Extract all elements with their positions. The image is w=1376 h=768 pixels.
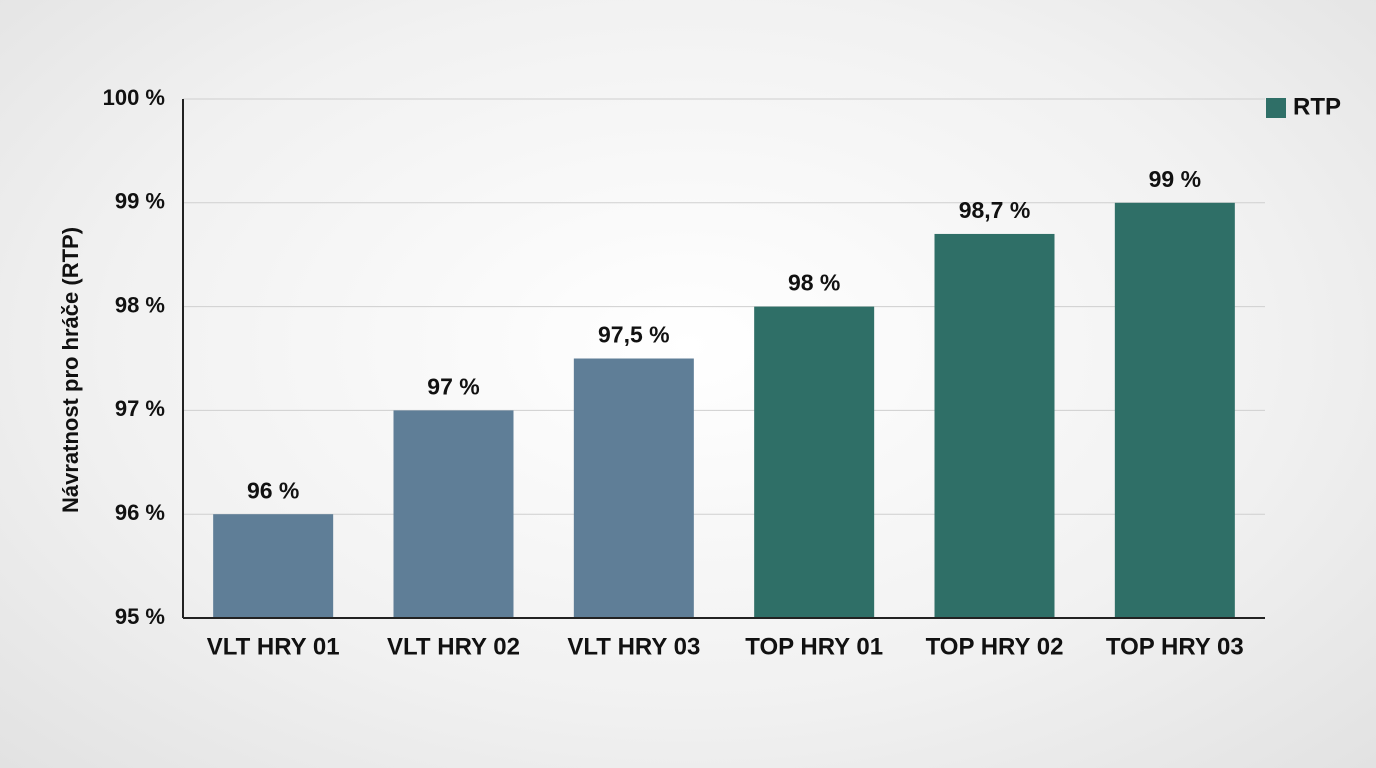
value-label: 98,7 % xyxy=(959,197,1031,223)
y-tick-label: 95 % xyxy=(115,604,165,629)
legend-swatch xyxy=(1266,98,1286,118)
value-label: 97 % xyxy=(427,373,479,399)
bar xyxy=(754,306,875,618)
y-tick-label: 97 % xyxy=(115,396,165,421)
x-tick-label: TOP HRY 01 xyxy=(745,633,883,660)
value-label: 98 % xyxy=(788,270,840,296)
value-label: 96 % xyxy=(247,477,299,503)
value-label: 99 % xyxy=(1149,166,1201,192)
y-tick-label: 96 % xyxy=(115,500,165,525)
x-tick-label: VLT HRY 01 xyxy=(207,633,340,660)
value-label: 97,5 % xyxy=(598,322,670,348)
y-tick-label: 99 % xyxy=(115,189,165,214)
bar xyxy=(573,358,694,618)
y-tick-label: 100 % xyxy=(103,85,165,110)
y-axis-label: Návratnost pro hráče (RTP) xyxy=(58,227,83,513)
legend-label: RTP xyxy=(1293,93,1341,120)
bar xyxy=(213,514,334,618)
x-tick-label: VLT HRY 03 xyxy=(567,633,700,660)
x-tick-label: TOP HRY 02 xyxy=(926,633,1064,660)
bar xyxy=(1114,202,1235,619)
y-tick-label: 98 % xyxy=(115,292,165,317)
x-tick-label: VLT HRY 02 xyxy=(387,633,520,660)
bar xyxy=(393,410,514,618)
x-tick-label: TOP HRY 03 xyxy=(1106,633,1244,660)
bar xyxy=(934,233,1055,618)
